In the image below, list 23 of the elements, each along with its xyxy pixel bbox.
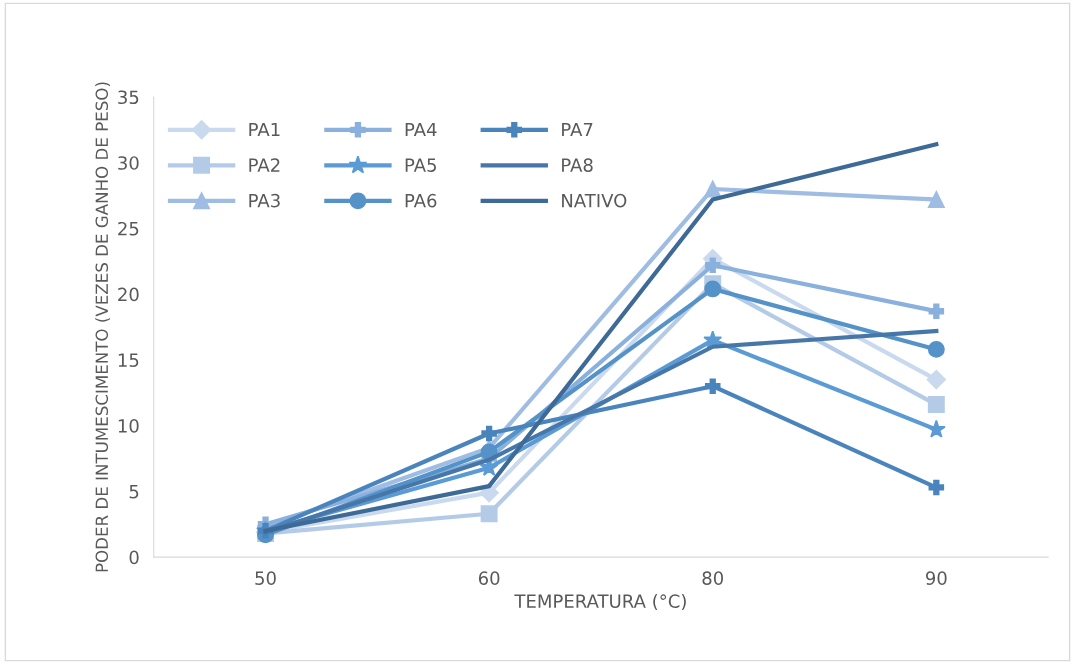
legend-label: PA2 [249, 158, 280, 172]
y-tick-label: 0 [129, 550, 139, 565]
legend-label: PA1 [249, 122, 280, 137]
y-tick-label: 15 [118, 353, 139, 367]
legend-label: NATIVO [562, 193, 627, 208]
x-tick-label: 60 [478, 571, 500, 585]
y-tick-label: 25 [118, 221, 139, 236]
y-tick-label: 30 [118, 156, 139, 170]
x-tick-label: 90 [925, 571, 947, 585]
legend-label: PA4 [405, 122, 437, 137]
legend-label: PA5 [405, 158, 436, 172]
y-tick-label: 10 [118, 419, 139, 433]
y-tick-label: 5 [129, 485, 139, 499]
x-tick-label: 50 [255, 571, 276, 585]
x-tick-label: 80 [702, 571, 724, 585]
y-tick-label: 35 [118, 90, 139, 105]
legend-label: PA7 [562, 122, 593, 137]
legend-label: PA3 [249, 193, 280, 208]
y-axis-title: PODER DE INTUMESCIMENTO (VEZES DE GANHO DE PESO) [95, 82, 111, 572]
y-tick-label: 20 [118, 287, 139, 302]
x-axis-title: TEMPERATURA (°C) [514, 594, 686, 611]
legend-label: PA6 [405, 193, 437, 208]
legend-label: PA8 [562, 158, 593, 172]
